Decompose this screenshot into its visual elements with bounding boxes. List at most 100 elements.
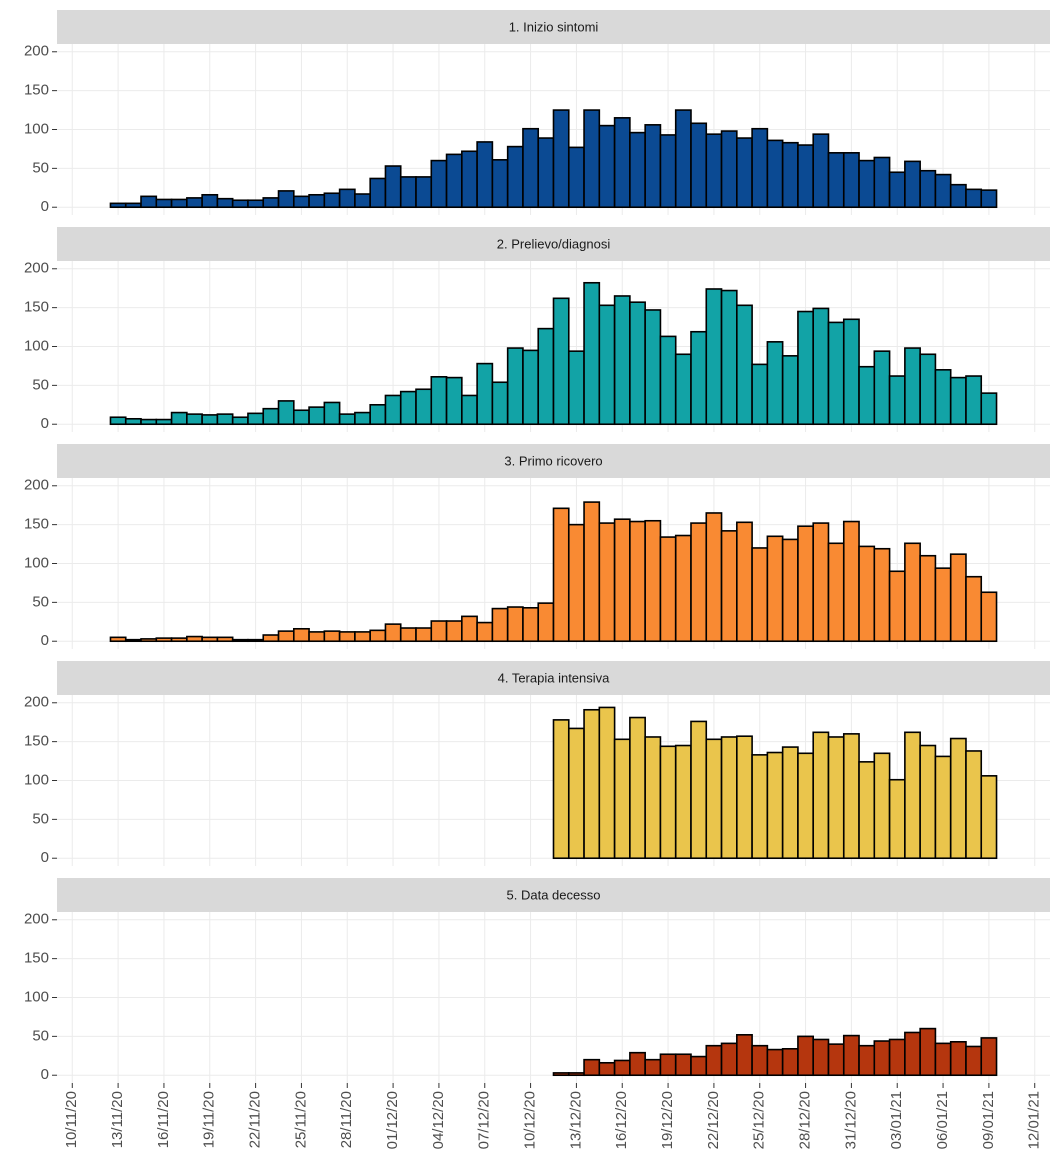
bar <box>674 1053 692 1077</box>
bar <box>797 310 815 426</box>
bar <box>888 171 906 209</box>
bar <box>904 347 921 426</box>
bar <box>231 416 249 426</box>
bar <box>659 536 677 643</box>
bar <box>842 318 860 426</box>
x-tick-label: 06/01/21 <box>934 1091 951 1149</box>
y-tick-label: 50 <box>32 159 49 176</box>
bar <box>842 152 860 209</box>
bar <box>369 403 387 426</box>
bar <box>934 755 952 860</box>
y-tick-label: 150 <box>24 299 49 316</box>
bar <box>888 778 906 860</box>
panel-title: 1. Inizio sintomi <box>509 19 599 34</box>
y-tick-label: 100 <box>24 988 49 1005</box>
bar <box>338 413 356 426</box>
bar <box>186 635 203 643</box>
y-tick-label: 0 <box>41 1066 49 1083</box>
bar <box>873 547 891 643</box>
bar <box>461 150 478 209</box>
y-tick-label: 0 <box>41 198 49 215</box>
bar <box>461 394 478 426</box>
bar <box>613 117 631 209</box>
bar <box>430 620 448 643</box>
bar <box>629 301 646 426</box>
bar <box>124 417 142 426</box>
bar <box>277 190 295 209</box>
bar <box>888 570 906 643</box>
bar <box>904 1031 921 1077</box>
bar <box>720 130 738 209</box>
bar <box>949 376 967 426</box>
bar <box>491 381 509 426</box>
bar <box>231 638 249 643</box>
bar <box>308 193 326 209</box>
bar <box>155 418 173 426</box>
bar <box>980 189 998 209</box>
bar <box>797 144 815 209</box>
x-tick-label: 22/11/20 <box>247 1091 264 1148</box>
bar <box>506 606 524 643</box>
bar <box>369 177 387 209</box>
bar <box>430 159 448 209</box>
bar <box>629 1051 646 1077</box>
bar <box>506 347 524 426</box>
bar <box>629 716 646 860</box>
bar <box>567 727 585 860</box>
bar <box>781 1048 799 1077</box>
bar <box>476 362 494 426</box>
bar <box>170 637 188 643</box>
bar <box>155 637 173 643</box>
strip <box>57 661 1050 695</box>
bar <box>690 720 708 860</box>
bar <box>980 1037 998 1077</box>
y-tick-label: 50 <box>32 376 49 393</box>
bar <box>919 554 937 643</box>
bar <box>445 153 463 209</box>
y-tick-label: 100 <box>24 120 49 137</box>
bar <box>323 192 341 209</box>
bar <box>201 193 219 209</box>
bar <box>842 733 860 860</box>
bar <box>858 365 876 426</box>
x-tick-label: 03/01/21 <box>888 1091 905 1149</box>
bar <box>949 553 967 643</box>
bar <box>797 525 815 643</box>
bar <box>323 630 341 643</box>
y-tick-label: 150 <box>24 950 49 967</box>
y-tick-label: 100 <box>24 337 49 354</box>
bar <box>812 307 830 426</box>
bar <box>919 169 937 209</box>
bar <box>797 1035 815 1077</box>
bar <box>644 1058 662 1077</box>
bar <box>842 1034 860 1077</box>
y-tick-label: 0 <box>41 632 49 649</box>
bar <box>904 542 921 643</box>
bar <box>522 607 540 643</box>
bar <box>934 1042 952 1077</box>
bar <box>583 281 601 426</box>
y-tick-label: 0 <box>41 849 49 866</box>
bar <box>399 627 417 643</box>
bar <box>705 738 723 860</box>
bar <box>552 109 570 209</box>
strip <box>57 878 1050 912</box>
bar <box>277 400 295 426</box>
bar <box>720 530 738 643</box>
bar <box>659 1053 677 1077</box>
x-tick-label: 16/11/20 <box>155 1091 172 1148</box>
bar <box>430 376 448 426</box>
bar <box>415 388 433 426</box>
bar <box>904 160 921 209</box>
bar <box>124 638 142 643</box>
bar <box>140 418 158 426</box>
bar <box>537 137 555 209</box>
bar <box>888 1038 906 1077</box>
x-tick-label: 31/12/20 <box>842 1091 859 1149</box>
bar <box>751 547 769 643</box>
bar <box>567 523 585 643</box>
bar <box>399 176 417 209</box>
bar <box>904 731 921 860</box>
bar <box>216 636 234 643</box>
bar <box>736 735 753 860</box>
